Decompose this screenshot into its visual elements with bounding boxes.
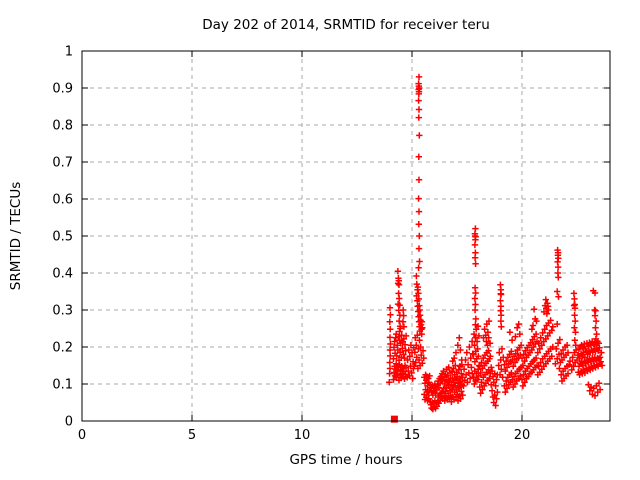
y-tick-label: 0.4: [52, 267, 73, 282]
chart-title: Day 202 of 2014, SRMTID for receiver ter…: [202, 17, 490, 33]
y-tick-label: 0.2: [52, 341, 73, 356]
x-tick-label: 10: [294, 428, 311, 443]
data-points: [386, 73, 606, 413]
x-tick-label: 0: [78, 428, 86, 443]
y-tick-label: 1: [65, 45, 73, 60]
x-axis-label: GPS time / hours: [289, 452, 403, 468]
y-tick-label: 0.6: [52, 193, 73, 208]
start-square-point: [390, 415, 398, 423]
x-tick-label: 15: [404, 428, 421, 443]
y-tick-label: 0.3: [52, 304, 73, 319]
y-tick-label: 0.5: [52, 230, 73, 245]
y-tick-label: 0.7: [52, 156, 73, 171]
y-tick-label: 0.8: [52, 119, 73, 134]
y-tick-label: 0.1: [52, 378, 73, 393]
x-tick-label: 5: [188, 428, 196, 443]
x-tick-label: 20: [514, 428, 531, 443]
y-tick-label: 0.9: [52, 82, 73, 97]
y-tick-label: 0: [65, 415, 73, 430]
